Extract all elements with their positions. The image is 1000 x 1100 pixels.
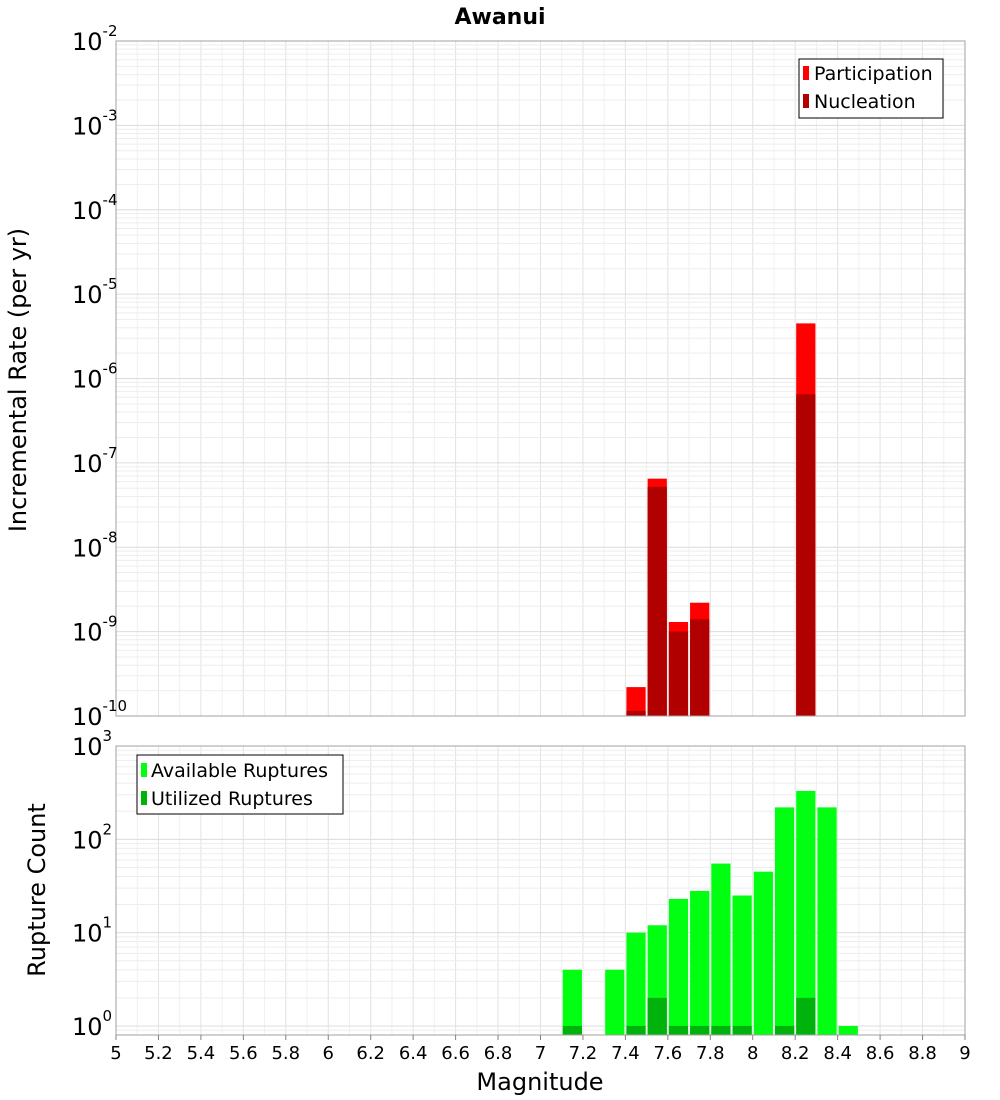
bottom-bar-utilized-ruptures <box>690 1025 710 1035</box>
x-tick-label: 8.2 <box>781 1043 810 1064</box>
x-tick-label: 7.4 <box>611 1043 640 1064</box>
x-tick-label: 7 <box>535 1043 546 1064</box>
nucleation-legend-label: Nucleation <box>814 91 916 113</box>
top-y-tick-label: 10-8 <box>72 528 118 562</box>
bottom-bar-available-ruptures <box>668 898 689 1035</box>
bottom-bar-utilized-ruptures <box>711 1025 731 1035</box>
x-tick-label: 8.4 <box>823 1043 852 1064</box>
top-bar-nucleation <box>626 710 646 716</box>
top-bar-nucleation <box>690 619 710 716</box>
bottom-bar-available-ruptures <box>605 969 625 1035</box>
bottom-panel: 100 101 102 103 5 5.2 5.4 5.6 5.8 6 6.2 6.4 6.6 6.8 7… <box>23 727 971 1096</box>
chart-title: Awanui <box>454 5 545 30</box>
bottom-bar-available-ruptures <box>817 807 837 1035</box>
available-ruptures-legend-label: Available Ruptures <box>151 760 328 782</box>
top-plot-border <box>115 40 966 717</box>
top-bars <box>626 323 816 716</box>
utilized-ruptures-legend-label: Utilized Ruptures <box>151 788 313 810</box>
bottom-x-ticks: 5 5.2 5.4 5.6 5.8 6 6.2 6.4 6.6 6.8 7 7.2 7.4 7.6 7.8 8… <box>110 1035 971 1064</box>
bottom-bar-utilized-ruptures <box>796 997 816 1035</box>
top-legend: Participation Nucleation <box>798 58 944 119</box>
x-tick-label: 9 <box>959 1043 970 1064</box>
bottom-y-ticks: 100 101 102 103 <box>72 727 112 1041</box>
bottom-bar-utilized-ruptures <box>626 1025 646 1035</box>
utilized-ruptures-legend-swatch <box>141 791 147 805</box>
participation-legend-swatch <box>803 66 809 80</box>
top-bar-nucleation <box>647 486 667 716</box>
x-tick-label: 5.8 <box>271 1043 300 1064</box>
bottom-bar-available-ruptures <box>690 890 710 1035</box>
top-y-axis-label: Incremental Rate (per yr) <box>4 228 32 532</box>
bottom-bar-available-ruptures <box>753 871 773 1035</box>
top-y-tick-label: 10-10 <box>72 697 127 731</box>
bottom-bar-utilized-ruptures <box>774 1025 795 1035</box>
bottom-bar-available-ruptures <box>711 863 731 1035</box>
bottom-bar-available-ruptures <box>838 1025 858 1035</box>
x-tick-label: 8 <box>747 1043 758 1064</box>
top-bar-participation <box>626 687 646 716</box>
top-y-tick-label: 10-5 <box>72 275 118 309</box>
x-tick-label: 7.6 <box>654 1043 683 1064</box>
x-tick-label: 6.8 <box>484 1043 513 1064</box>
top-y-tick-label: 10-9 <box>72 613 118 647</box>
bottom-bar-available-ruptures <box>732 895 752 1035</box>
bottom-y-tick-label: 103 <box>72 727 112 761</box>
participation-legend-label: Participation <box>814 63 933 85</box>
bottom-bar-available-ruptures <box>626 932 646 1035</box>
x-axis-label: Magnitude <box>476 1068 603 1096</box>
bottom-bar-available-ruptures <box>562 969 582 1035</box>
top-y-tick-label: 10-2 <box>72 22 118 56</box>
bottom-y-tick-label: 102 <box>72 820 112 854</box>
bottom-bar-utilized-ruptures <box>668 1025 689 1035</box>
bottom-bars <box>562 790 858 1035</box>
bottom-bar-available-ruptures <box>774 807 795 1035</box>
bottom-grid <box>115 746 966 1036</box>
x-tick-label: 8.8 <box>908 1043 937 1064</box>
bottom-bar-utilized-ruptures <box>562 1025 582 1035</box>
bottom-y-tick-label: 100 <box>72 1007 112 1041</box>
top-y-tick-label: 10-6 <box>72 360 118 394</box>
x-tick-label: 5.6 <box>229 1043 258 1064</box>
x-tick-label: 7.2 <box>569 1043 598 1064</box>
top-bar-nucleation <box>796 394 816 716</box>
top-bar-nucleation <box>668 631 689 716</box>
top-y-tick-label: 10-4 <box>72 191 118 225</box>
nucleation-legend-swatch <box>803 94 809 108</box>
x-tick-label: 5 <box>110 1043 121 1064</box>
bottom-bar-utilized-ruptures <box>732 1025 752 1035</box>
x-tick-label: 8.6 <box>866 1043 895 1064</box>
top-grid <box>115 41 966 717</box>
bottom-y-axis-label: Rupture Count <box>23 803 51 977</box>
x-tick-label: 6 <box>323 1043 334 1064</box>
bottom-bar-available-ruptures <box>796 790 816 1035</box>
x-tick-label: 5.2 <box>144 1043 173 1064</box>
top-y-tick-label: 10-7 <box>72 444 118 478</box>
x-tick-label: 5.4 <box>187 1043 216 1064</box>
available-ruptures-legend-swatch <box>141 763 147 777</box>
bottom-bar-utilized-ruptures <box>647 997 667 1035</box>
x-tick-label: 6.6 <box>441 1043 470 1064</box>
top-y-tick-label: 10-3 <box>72 106 118 140</box>
top-legend-box <box>798 58 944 119</box>
bottom-legend-box <box>136 754 344 815</box>
bottom-y-tick-label: 101 <box>72 914 112 948</box>
x-tick-label: 7.8 <box>696 1043 725 1064</box>
x-tick-label: 6.2 <box>356 1043 385 1064</box>
top-y-ticks: 10-10 10-9 10-8 10-7 10-6 10-5 10-4 10-3 10-2 <box>72 22 127 731</box>
x-tick-label: 6.4 <box>399 1043 428 1064</box>
top-panel: 10-10 10-9 10-8 10-7 10-6 10-5 10-4 10-3 10-2 In… <box>4 22 966 731</box>
bottom-legend: Available Ruptures Utilized Ruptures <box>136 754 344 815</box>
